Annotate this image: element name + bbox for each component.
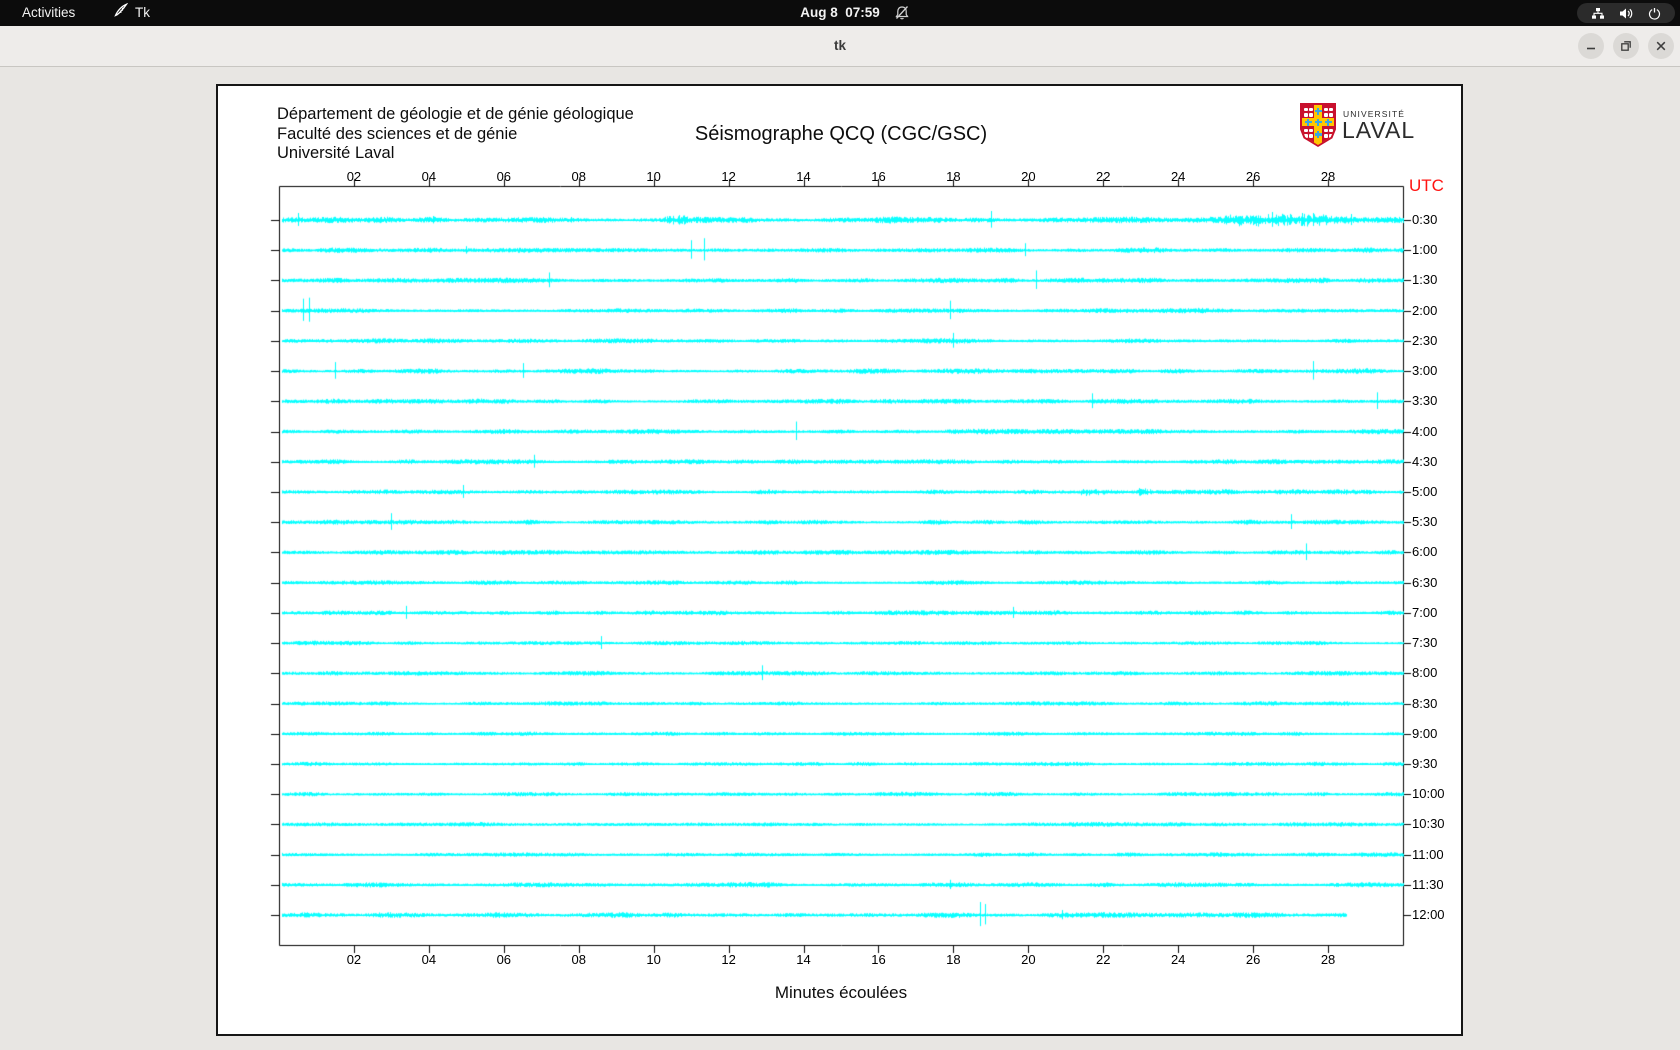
time-row-label: 3:30 [1412, 393, 1438, 409]
x-tick-label-top: 04 [421, 169, 437, 184]
close-button[interactable] [1648, 33, 1674, 59]
x-tick-label-bottom: 28 [1320, 952, 1336, 967]
x-tick-label-top: 14 [796, 169, 811, 184]
x-tick-label-bottom: 06 [496, 952, 512, 967]
time-row-label: 6:00 [1412, 544, 1438, 560]
gnome-top-bar: Activities Tk Aug 8 07:59 [0, 0, 1680, 26]
x-tick-label-bottom: 26 [1245, 952, 1261, 967]
institution-line: Université Laval [277, 144, 395, 162]
time-row-label: 10:30 [1412, 816, 1445, 832]
window-titlebar[interactable]: tk [0, 26, 1680, 67]
seismograph-canvas [268, 174, 1428, 954]
institution-line: Département de géologie et de génie géol… [277, 105, 634, 123]
universite-laval-logo: UNIVERSITÉ LAVAL [1300, 103, 1450, 151]
tk-app-label: Tk [135, 5, 150, 20]
logo-universite-text: UNIVERSITÉ [1343, 109, 1406, 119]
time-row-label: 11:30 [1412, 876, 1444, 892]
tk-app-indicator[interactable]: Tk [108, 0, 156, 26]
bell-slash-icon [893, 4, 911, 22]
maximize-button[interactable] [1613, 33, 1639, 59]
time-row-label: 4:00 [1412, 423, 1438, 439]
power-icon [1648, 7, 1661, 20]
time-row-label: 8:00 [1412, 665, 1438, 681]
time-row-label: 11:00 [1412, 846, 1444, 862]
time-row-label: 10:00 [1412, 786, 1445, 802]
time-row-label: 3:00 [1412, 363, 1438, 379]
x-tick-label-bottom: 20 [1021, 952, 1036, 967]
x-tick-label-bottom: 08 [571, 952, 586, 967]
time-row-label: 9:00 [1412, 725, 1438, 741]
x-tick-label-top: 28 [1320, 169, 1336, 184]
logo-laval-text: LAVAL [1342, 117, 1416, 143]
time-row-label: 9:30 [1412, 755, 1438, 771]
x-tick-label-bottom: 24 [1170, 952, 1186, 967]
quick-settings-button[interactable] [1577, 3, 1675, 23]
x-tick-label-bottom: 04 [421, 952, 437, 967]
x-tick-label-bottom: 22 [1096, 952, 1111, 967]
time-row-label: 12:00 [1412, 907, 1445, 923]
x-tick-label-top: 08 [571, 169, 586, 184]
x-tick-label-bottom: 10 [646, 952, 661, 967]
time-row-label: 4:30 [1412, 453, 1438, 469]
x-tick-label-top: 02 [346, 169, 362, 184]
x-tick-label-top: 06 [496, 169, 512, 184]
x-axis-title: Minutes écoulées [774, 983, 908, 1002]
x-tick-label-top: 12 [721, 169, 736, 184]
network-icon [1591, 7, 1605, 20]
institution-line: Faculté des sciences et de génie [277, 124, 518, 143]
chart-title: Séismographe QCQ (CGC/GSC) [694, 123, 988, 145]
x-tick-label-top: 22 [1096, 169, 1111, 184]
speaker-icon [1619, 7, 1634, 20]
x-tick-label-bottom: 14 [796, 952, 811, 967]
x-tick-label-top: 16 [871, 169, 886, 184]
time-row-label: 8:30 [1412, 695, 1438, 711]
x-tick-label-top: 18 [946, 169, 961, 184]
minimize-button[interactable] [1578, 33, 1604, 59]
tk-seismograph-window: Département de géologie et de génie géol… [216, 84, 1463, 1036]
time-row-label: 1:30 [1412, 272, 1438, 288]
desktop-workspace: Département de géologie et de génie géol… [0, 67, 1680, 1050]
time-row-label: 7:30 [1412, 635, 1438, 651]
time-row-label: 2:00 [1412, 302, 1438, 318]
x-tick-label-bottom: 02 [346, 952, 362, 967]
activities-button[interactable]: Activities [22, 5, 76, 20]
x-tick-label-top: 24 [1170, 169, 1186, 184]
time-row-label: 5:30 [1412, 514, 1438, 530]
time-row-label: 2:30 [1412, 332, 1438, 348]
x-tick-label-top: 20 [1021, 169, 1036, 184]
time-row-label: 6:30 [1412, 574, 1438, 590]
time-row-label: 1:00 [1412, 242, 1438, 258]
window-controls [1578, 33, 1674, 59]
window-title: tk [833, 38, 846, 53]
tk-feather-icon [114, 0, 129, 26]
clock-button[interactable]: Aug 8 07:59 [800, 5, 880, 20]
x-tick-label-bottom: 18 [946, 952, 961, 967]
x-tick-label-bottom: 12 [721, 952, 736, 967]
x-tick-label-top: 26 [1245, 169, 1261, 184]
utc-axis-label: UTC [1409, 176, 1444, 195]
institution-block: Département de géologie et de génie géol… [277, 105, 634, 164]
laval-shield-icon [1300, 103, 1336, 147]
time-row-label: 5:00 [1412, 483, 1438, 499]
x-tick-label-top: 10 [646, 169, 661, 184]
time-row-label: 7:00 [1412, 604, 1438, 620]
x-tick-label-bottom: 16 [871, 952, 886, 967]
time-row-label: 0:30 [1412, 212, 1438, 227]
